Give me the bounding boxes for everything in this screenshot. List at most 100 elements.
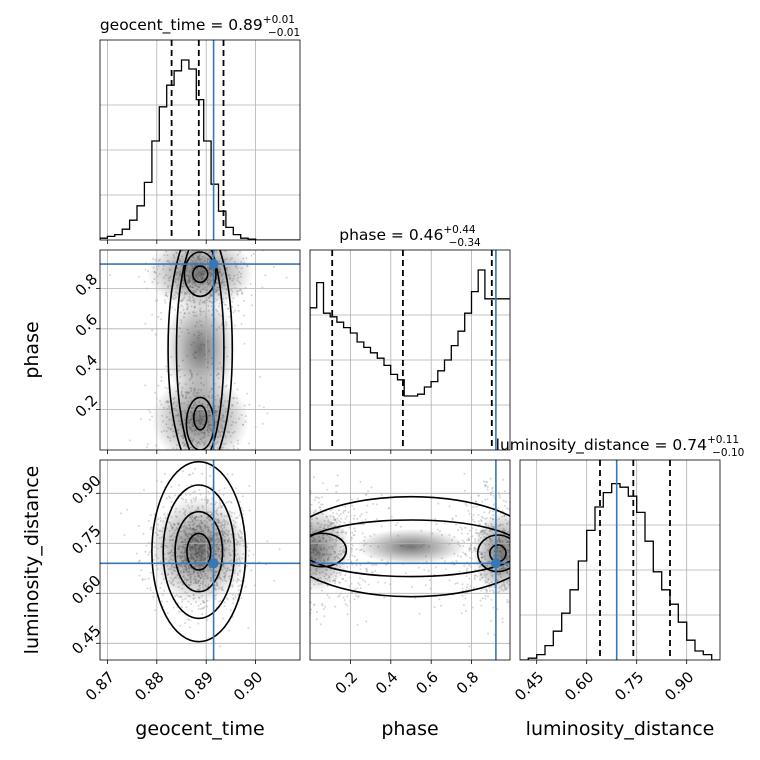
sample-point — [126, 508, 129, 511]
sample-point — [306, 592, 308, 594]
sample-point — [521, 539, 523, 541]
sample-point — [524, 546, 526, 548]
sample-point — [361, 523, 364, 526]
sample-point — [320, 496, 323, 499]
sample-point — [286, 491, 288, 493]
sample-point — [144, 268, 147, 271]
frames-layer — [96, 39, 721, 664]
sample-point — [196, 458, 198, 460]
sample-point — [174, 237, 176, 239]
sample-point — [328, 596, 331, 599]
sample-point — [222, 493, 225, 496]
sample-point — [197, 622, 200, 625]
sample-point — [511, 583, 513, 585]
sample-point — [191, 453, 193, 455]
sample-point — [222, 617, 225, 620]
sample-point — [308, 591, 310, 593]
sample-point — [487, 632, 489, 635]
sample-point — [513, 566, 515, 568]
sample-point — [235, 207, 237, 209]
sample-point — [154, 299, 157, 302]
sample-point — [216, 465, 218, 467]
sample-point — [272, 585, 274, 587]
tick-label-x: 0.88 — [131, 668, 167, 704]
sample-point — [295, 546, 297, 548]
grid-layer — [100, 40, 720, 660]
sample-point — [515, 551, 517, 553]
sample-point — [154, 444, 157, 447]
sample-point — [151, 329, 154, 332]
sample-point — [560, 519, 562, 521]
sample-point — [343, 521, 346, 524]
sample-point — [229, 609, 232, 612]
sample-point — [303, 542, 305, 544]
sample-point — [160, 481, 163, 484]
sample-point — [359, 587, 362, 589]
sample-point — [516, 539, 518, 541]
sample-point — [150, 526, 153, 529]
sample-point — [335, 491, 338, 493]
sample-point — [179, 234, 181, 236]
sample-point — [396, 521, 399, 524]
sample-point — [165, 497, 168, 500]
sample-point — [231, 305, 234, 308]
sample-point — [520, 575, 522, 577]
sample-point — [308, 569, 310, 571]
sample-point — [319, 506, 322, 509]
sample-point — [480, 520, 483, 522]
sample-point — [275, 538, 277, 540]
sample-point — [491, 487, 494, 490]
sample-point — [259, 375, 262, 378]
sample-point — [513, 598, 515, 600]
sample-point — [181, 453, 183, 455]
sample-point — [538, 568, 540, 570]
sample-point — [273, 565, 275, 567]
sample-point — [305, 508, 307, 510]
sample-point — [515, 521, 517, 523]
sample-point — [514, 540, 516, 542]
sample-point — [350, 582, 353, 585]
sample-point — [520, 565, 522, 567]
sample-point — [350, 551, 353, 553]
sample-point — [468, 549, 471, 552]
sample-point — [443, 522, 446, 525]
sample-point — [189, 247, 191, 249]
sample-point — [490, 620, 493, 622]
sample-point — [365, 511, 368, 514]
sample-point — [465, 554, 468, 557]
sample-point — [477, 514, 480, 516]
sample-point — [224, 303, 227, 306]
sample-point — [232, 597, 235, 600]
sample-point — [291, 489, 293, 491]
sample-point — [140, 418, 143, 421]
sample-point — [514, 582, 516, 584]
contour-line — [175, 250, 225, 450]
sample-point — [522, 505, 524, 507]
sample-point — [471, 518, 474, 521]
sample-point — [239, 584, 242, 587]
sample-point — [301, 564, 303, 566]
sample-point — [313, 603, 315, 606]
sample-point — [187, 456, 189, 458]
sample-point — [511, 605, 513, 607]
sample-point — [301, 510, 303, 512]
sample-point — [289, 522, 291, 524]
sample-point — [527, 564, 529, 566]
sample-point — [468, 564, 471, 567]
sample-point — [502, 499, 505, 502]
sample-point — [301, 561, 303, 563]
sample-point — [184, 248, 186, 250]
title-upper: +0.44 — [443, 224, 475, 236]
sample-point — [529, 589, 531, 591]
sample-point — [526, 572, 528, 574]
sample-point — [282, 578, 284, 580]
sample-point — [259, 559, 261, 561]
sample-point — [359, 568, 362, 571]
sample-point — [160, 376, 163, 379]
sample-point — [231, 464, 233, 466]
density-panel-gt-phase — [109, 207, 288, 467]
sample-point — [350, 537, 353, 540]
sample-point — [219, 645, 222, 648]
sample-point — [498, 494, 501, 496]
sample-point — [146, 223, 148, 225]
